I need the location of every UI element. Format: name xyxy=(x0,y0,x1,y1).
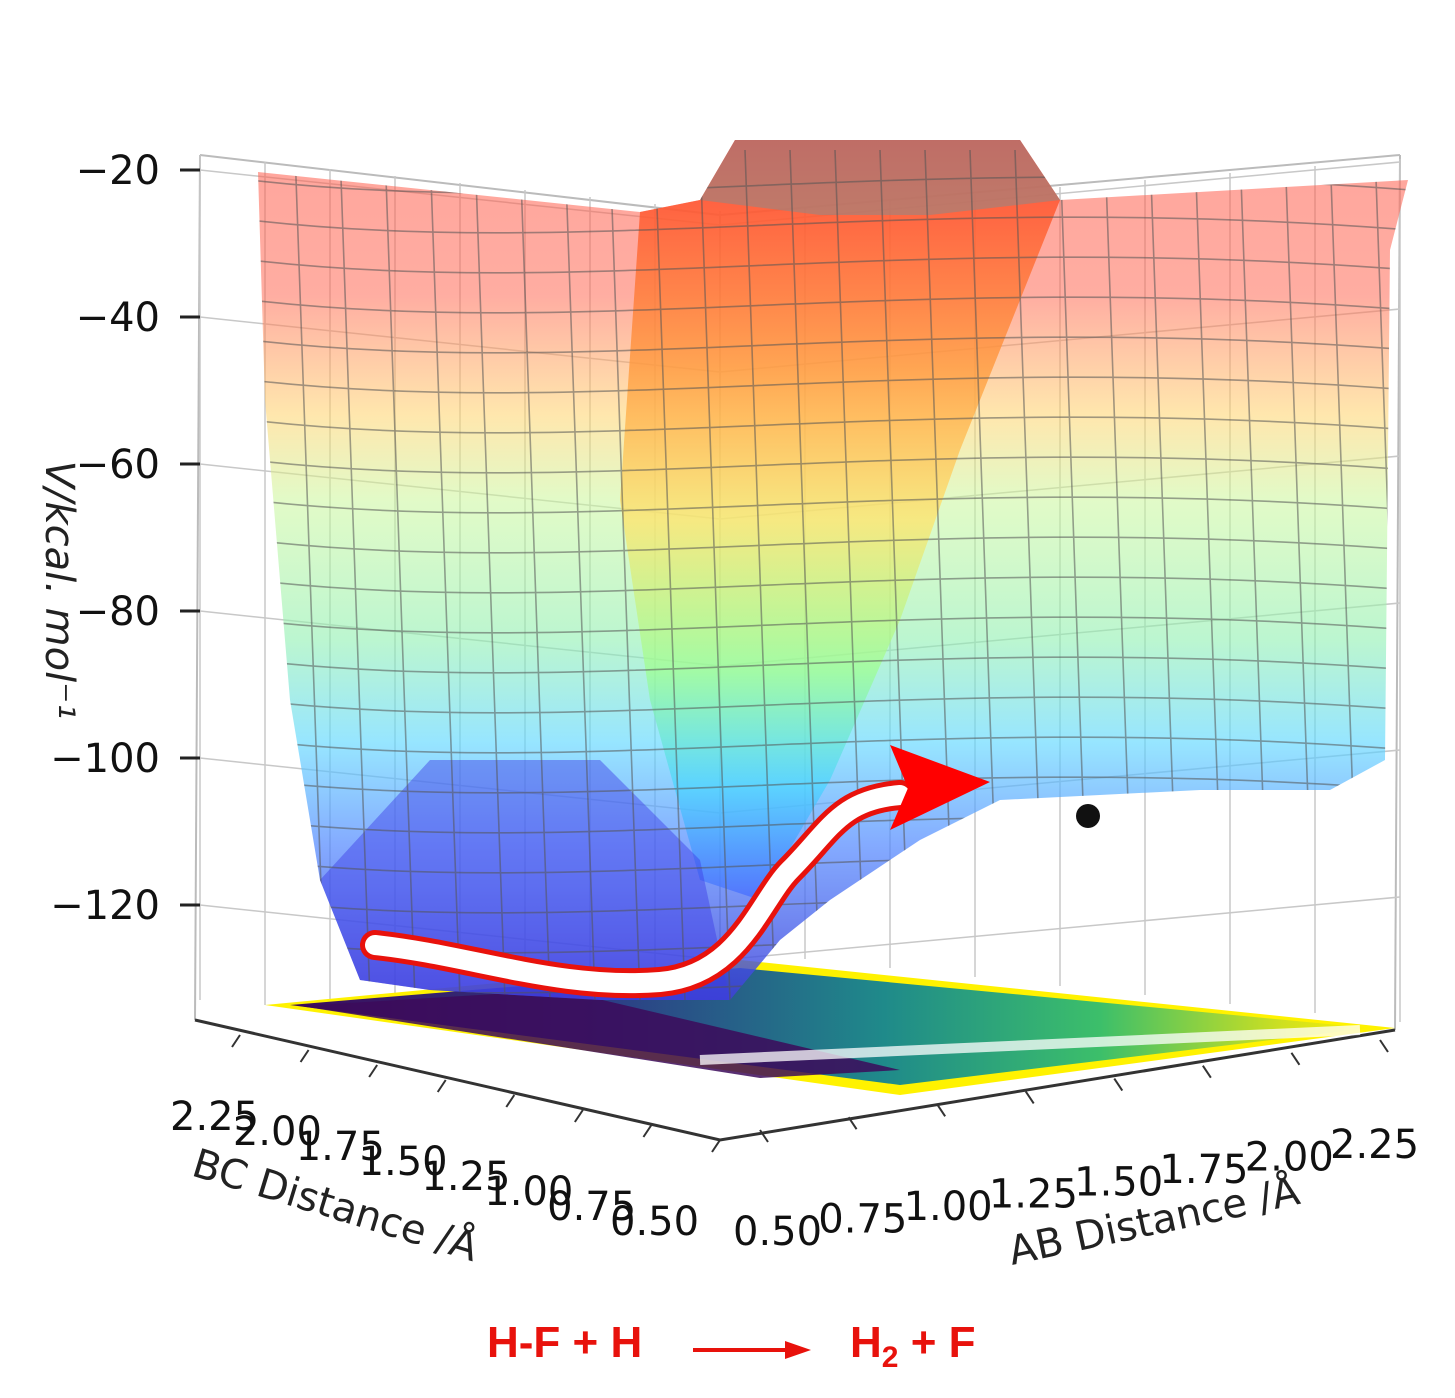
ab-tick-label: 0.75 xyxy=(818,1197,907,1243)
mesh-line xyxy=(258,496,1408,514)
product-rest: + F xyxy=(898,1318,976,1367)
ab-tick-mark xyxy=(936,1103,946,1117)
ab-axis: 0.500.751.001.251.501.752.002.25 xyxy=(733,1039,1419,1255)
z-tick-label: −80 xyxy=(76,589,160,635)
mesh-line xyxy=(429,149,461,1000)
bc-tick-mark xyxy=(711,1139,721,1153)
mesh-line xyxy=(339,149,371,1000)
bc-tick-label: 1.50 xyxy=(359,1139,448,1185)
ab-tick-label: 2.25 xyxy=(1330,1122,1419,1168)
mesh-line xyxy=(564,149,596,1000)
z-axis: −20 −40 −60 −80 −100 −120 xyxy=(50,148,200,929)
bc-tick-mark xyxy=(642,1124,653,1138)
mesh-line xyxy=(258,576,1408,594)
ab-tick-mark xyxy=(1290,1052,1301,1066)
mesh-line xyxy=(258,776,1408,794)
mesh-line xyxy=(519,149,551,1000)
mesh-line xyxy=(258,616,1408,634)
ab-tick-label: 2.00 xyxy=(1245,1134,1334,1180)
mesh-line xyxy=(258,336,1408,354)
mesh-line xyxy=(258,376,1408,394)
ab-tick-label: 1.50 xyxy=(1074,1159,1163,1205)
mesh-line xyxy=(474,149,506,1000)
bc-tick-mark xyxy=(505,1094,516,1108)
product-subscript: 2 xyxy=(881,1341,899,1374)
energy-surface xyxy=(258,140,1408,1000)
reaction-arrow-icon xyxy=(693,1341,811,1359)
bc-tick-mark xyxy=(436,1079,447,1093)
mesh-line xyxy=(258,256,1408,274)
product-h: H xyxy=(850,1318,882,1367)
reaction-path-arrow xyxy=(360,745,990,999)
bc-tick-mark xyxy=(368,1064,378,1078)
z-tick-label: −100 xyxy=(50,736,160,782)
bc-tick-mark xyxy=(574,1109,584,1123)
bc-tick-label: 0.50 xyxy=(610,1199,699,1245)
ab-tick-mark xyxy=(759,1129,769,1143)
ab-tick-mark xyxy=(1202,1065,1212,1079)
ab-tick-label: 1.25 xyxy=(989,1172,1078,1218)
mesh-line xyxy=(699,149,731,1000)
z-tick-label: −40 xyxy=(76,295,160,341)
bc-tick-label: 2.00 xyxy=(233,1109,322,1155)
z-axis-title: V/kcal. mol⁻¹ xyxy=(36,461,82,720)
ab-tick-label: 1.00 xyxy=(904,1184,993,1230)
bc-tick-label: 1.00 xyxy=(484,1169,573,1215)
mesh-line xyxy=(258,536,1408,554)
bc-tick-label: 1.75 xyxy=(296,1124,385,1170)
mesh-line xyxy=(258,456,1408,474)
mesh-line xyxy=(258,416,1408,434)
ab-tick-label: 0.50 xyxy=(733,1209,822,1255)
bc-tick-mark xyxy=(299,1049,310,1063)
bc-tick-label: 0.75 xyxy=(547,1184,636,1230)
products-label: H2 + F xyxy=(850,1318,976,1375)
minimum-marker xyxy=(1076,804,1100,828)
mesh-line xyxy=(789,149,821,1000)
reaction-equation: H-F + H H2 + F xyxy=(0,1318,1455,1378)
mesh-line xyxy=(258,296,1408,314)
mesh-line xyxy=(384,149,416,1000)
ab-tick-mark xyxy=(847,1116,858,1130)
mesh-line xyxy=(654,149,686,1000)
bc-tick-label: 2.25 xyxy=(170,1094,259,1140)
bc-axis: 2.252.001.751.501.251.000.750.50 xyxy=(170,1034,721,1245)
mesh-line xyxy=(258,736,1408,754)
ab-tick-mark xyxy=(1113,1078,1124,1092)
z-tick-label: −60 xyxy=(76,442,160,488)
ab-tick-mark xyxy=(1379,1039,1389,1053)
ab-tick-mark xyxy=(1024,1090,1035,1104)
z-tick-label: −20 xyxy=(76,148,160,194)
mesh-line xyxy=(258,216,1408,234)
bc-tick-label: 1.25 xyxy=(421,1154,510,1200)
ab-tick-label: 1.75 xyxy=(1159,1147,1248,1193)
mesh-line xyxy=(258,696,1408,714)
z-tick-label: −120 xyxy=(50,883,160,929)
reactants-label: H-F + H xyxy=(487,1318,643,1367)
mesh-line xyxy=(258,656,1408,674)
bc-tick-mark xyxy=(231,1034,241,1048)
mesh-line xyxy=(609,149,641,1000)
